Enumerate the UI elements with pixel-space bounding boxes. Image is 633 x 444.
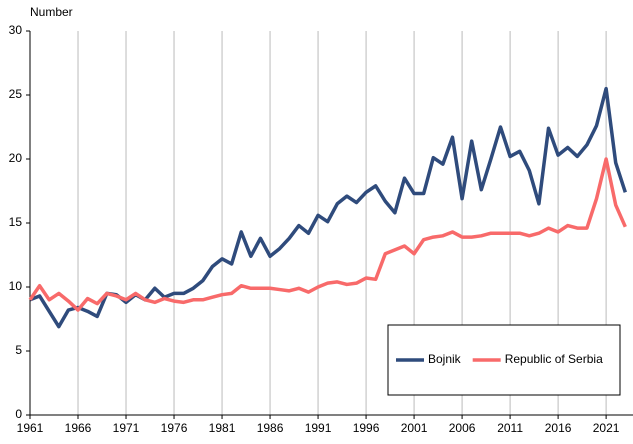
legend-box [387,324,621,396]
x-tick-label: 2016 [545,421,572,435]
x-tick-label: 2021 [593,421,620,435]
x-tick-label: 1961 [17,421,44,435]
x-tick-label: 1996 [353,421,380,435]
series-line [29,86,627,329]
legend-label: Republic of Serbia [505,352,603,366]
x-tick-label: 1981 [209,421,236,435]
y-tick-label: 0 [15,407,22,421]
x-tick-label: 2011 [497,421,523,435]
y-tick-label: 20 [9,151,23,165]
x-tick-label: 2001 [401,421,428,435]
x-tick-label: 1966 [65,421,92,435]
legend-label: Bojnik [428,352,462,366]
y-tick-label: 30 [9,23,23,37]
x-tick-label: 2006 [449,421,476,435]
x-tick-label: 1991 [305,421,332,435]
x-tick-label: 1976 [161,421,188,435]
y-tick-label: 10 [9,279,23,293]
y-axis-label: Number [30,5,73,19]
x-tick-label: 1971 [113,421,140,435]
y-tick-label: 25 [9,87,23,101]
y-tick-label: 15 [9,215,23,229]
series-line [28,157,627,312]
y-tick-label: 5 [15,343,22,357]
x-tick-label: 1986 [257,421,284,435]
